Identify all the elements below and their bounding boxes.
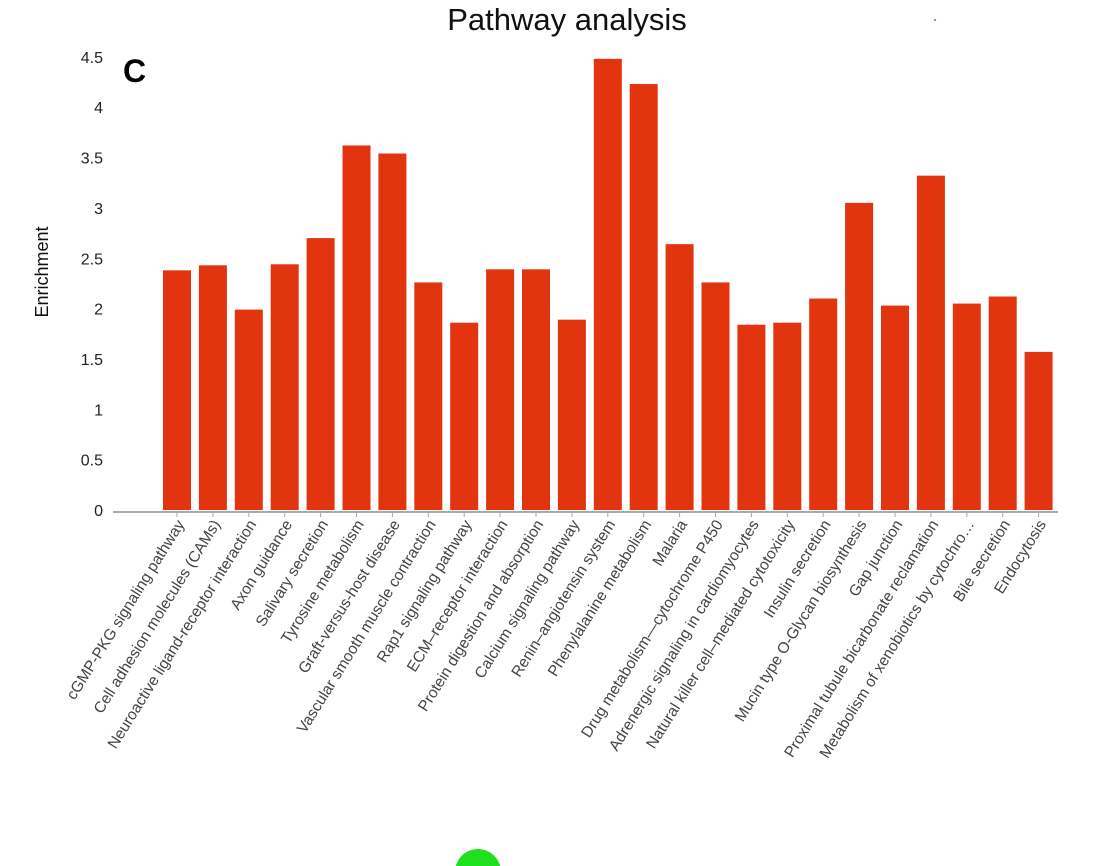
bar [952,303,981,510]
bar [916,175,945,510]
y-tick-label: 4.5 [81,50,103,67]
bar [342,145,371,510]
bar [198,265,227,510]
chart-title: Pathway analysis [447,2,687,37]
bar [163,270,191,510]
y-tick-label: 0 [94,503,103,520]
bar [701,282,730,510]
bar [593,58,622,510]
bar [1024,351,1053,510]
y-tick-label: 3 [94,201,103,218]
y-axis-label: Enrichment [32,226,52,317]
green-dot-marker [455,849,501,866]
x-tick-label: Neuroactive ligand-receptor interaction [105,517,260,752]
y-tick-label: 0.5 [81,453,103,470]
y-tick-label: 3.5 [81,151,103,168]
y-tick-label: 2 [94,302,103,319]
bar [270,264,299,510]
bar [629,84,658,510]
bar [557,319,586,510]
bar [881,305,909,510]
bar [809,298,838,510]
small-dot [933,18,937,22]
bar [737,324,766,510]
bar [988,296,1017,510]
y-tick-label: 4 [94,100,103,117]
bar [486,269,515,510]
bar [773,322,802,510]
bar [234,309,263,510]
bar [845,202,874,511]
bar [665,244,694,511]
bar [414,282,443,510]
panel-label: C [123,53,146,89]
y-tick-label: 2.5 [81,251,103,268]
bar [522,269,550,510]
bar [450,322,479,510]
bar [378,153,407,510]
bar [306,238,335,511]
y-tick-label: 1.5 [81,352,103,369]
y-tick-label: 1 [94,402,103,419]
